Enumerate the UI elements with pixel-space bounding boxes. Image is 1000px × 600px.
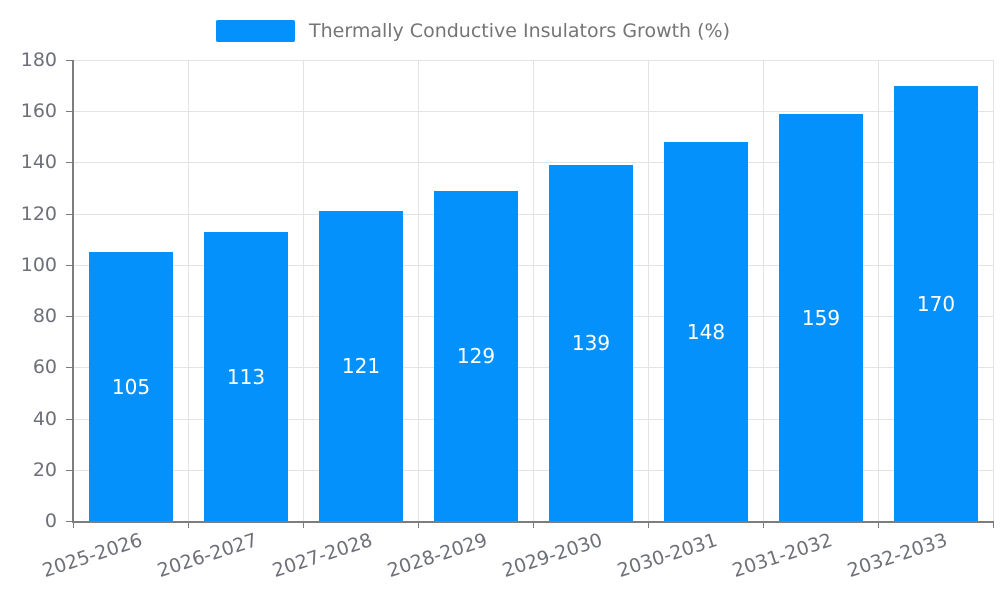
y-tick-mark	[66, 162, 73, 163]
v-gridline	[993, 60, 994, 521]
x-category-label: 2028-2029	[385, 529, 491, 582]
y-tick-label: 60	[32, 356, 57, 378]
x-tick-mark	[188, 521, 189, 528]
y-tick-label: 40	[32, 408, 57, 430]
y-axis-line	[72, 60, 74, 521]
y-tick-label: 100	[20, 254, 57, 276]
v-gridline	[418, 60, 419, 521]
y-tick-label: 120	[20, 203, 57, 225]
y-tick-mark	[66, 521, 73, 522]
y-tick-label: 160	[20, 100, 57, 122]
y-tick-mark	[66, 316, 73, 317]
bar: 113	[204, 232, 288, 521]
bar-value-label: 159	[801, 305, 841, 330]
bar-value-label: 148	[686, 319, 726, 344]
legend-swatch-icon[interactable]	[216, 20, 295, 42]
bar: 159	[779, 114, 863, 521]
bar: 139	[549, 165, 633, 521]
v-gridline	[188, 60, 189, 521]
y-tick-mark	[66, 214, 73, 215]
v-gridline	[533, 60, 534, 521]
bar: 121	[319, 211, 403, 521]
bar-value-label: 113	[226, 364, 266, 389]
y-tick-label: 140	[20, 151, 57, 173]
x-category-label: 2025-2026	[40, 529, 146, 582]
x-tick-mark	[878, 521, 879, 528]
legend-label: Thermally Conductive Insulators Growth (…	[309, 20, 731, 42]
bar-value-label: 105	[111, 374, 151, 399]
bar-value-label: 139	[571, 331, 611, 355]
x-tick-mark	[648, 521, 649, 528]
x-tick-mark	[993, 521, 994, 528]
v-gridline	[763, 60, 764, 521]
y-tick-mark	[66, 419, 73, 420]
x-category-label: 2032-2033	[845, 529, 951, 582]
x-tick-mark	[533, 521, 534, 528]
bar: 170	[894, 86, 978, 521]
legend[interactable]: Thermally Conductive Insulators Growth (…	[216, 20, 730, 42]
x-tick-mark	[763, 521, 764, 528]
x-tick-mark	[73, 521, 74, 528]
x-tick-mark	[418, 521, 419, 528]
y-tick-mark	[66, 265, 73, 266]
y-tick-mark	[66, 470, 73, 471]
y-tick-label: 80	[32, 305, 57, 327]
bar-value-label: 121	[341, 354, 381, 378]
v-gridline	[648, 60, 649, 521]
y-tick-label: 0	[44, 510, 57, 532]
y-tick-label: 180	[20, 49, 57, 71]
x-axis-line	[72, 521, 994, 523]
bar-value-label: 170	[916, 291, 956, 316]
x-category-label: 2030-2031	[615, 529, 721, 582]
x-tick-mark	[303, 521, 304, 528]
x-category-label: 2027-2028	[270, 529, 376, 582]
x-category-label: 2029-2030	[500, 529, 606, 582]
y-tick-mark	[66, 111, 73, 112]
bar-value-label: 129	[456, 344, 496, 368]
v-gridline	[303, 60, 304, 521]
bar: 129	[434, 191, 518, 521]
y-tick-mark	[66, 60, 73, 61]
v-gridline	[878, 60, 879, 521]
y-tick-mark	[66, 367, 73, 368]
bar: 105	[89, 252, 173, 521]
x-category-label: 2031-2032	[730, 529, 836, 582]
bar: 148	[664, 142, 748, 521]
x-category-label: 2026-2027	[155, 529, 261, 582]
y-tick-label: 20	[32, 459, 57, 481]
